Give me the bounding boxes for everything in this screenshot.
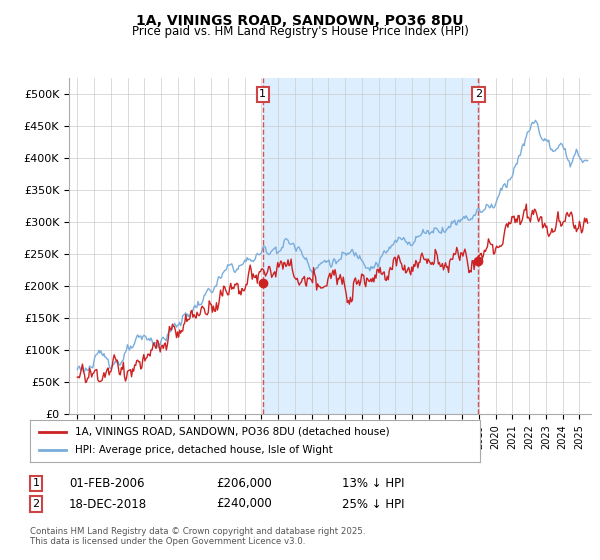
Bar bbox=[263, 78, 478, 414]
Text: 18-DEC-2018: 18-DEC-2018 bbox=[69, 497, 147, 511]
Text: Contains HM Land Registry data © Crown copyright and database right 2025.
This d: Contains HM Land Registry data © Crown c… bbox=[30, 527, 365, 546]
Text: 1A, VININGS ROAD, SANDOWN, PO36 8DU: 1A, VININGS ROAD, SANDOWN, PO36 8DU bbox=[136, 14, 464, 28]
Text: 13% ↓ HPI: 13% ↓ HPI bbox=[342, 477, 404, 490]
Text: HPI: Average price, detached house, Isle of Wight: HPI: Average price, detached house, Isle… bbox=[75, 445, 333, 455]
Text: 1: 1 bbox=[259, 90, 266, 100]
Text: 25% ↓ HPI: 25% ↓ HPI bbox=[342, 497, 404, 511]
Text: 1: 1 bbox=[32, 478, 40, 488]
Text: £206,000: £206,000 bbox=[216, 477, 272, 490]
Text: £240,000: £240,000 bbox=[216, 497, 272, 511]
Text: 1A, VININGS ROAD, SANDOWN, PO36 8DU (detached house): 1A, VININGS ROAD, SANDOWN, PO36 8DU (det… bbox=[75, 427, 389, 437]
Text: 01-FEB-2006: 01-FEB-2006 bbox=[69, 477, 145, 490]
Text: 2: 2 bbox=[32, 499, 40, 509]
Text: 2: 2 bbox=[475, 90, 482, 100]
Text: Price paid vs. HM Land Registry's House Price Index (HPI): Price paid vs. HM Land Registry's House … bbox=[131, 25, 469, 38]
